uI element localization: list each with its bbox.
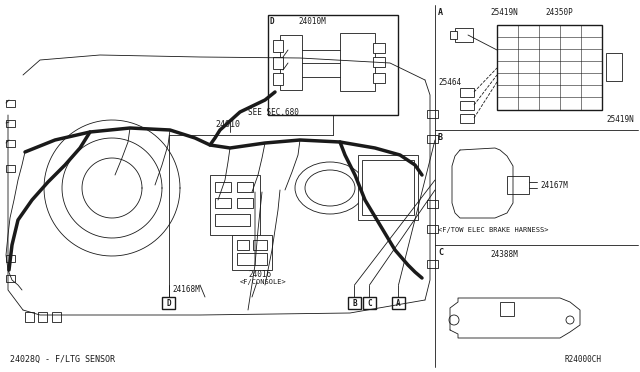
Bar xyxy=(497,25,602,110)
Text: 25464: 25464 xyxy=(438,78,461,87)
Bar xyxy=(237,253,267,265)
Bar xyxy=(280,35,302,90)
Bar xyxy=(460,101,474,110)
Bar xyxy=(427,225,438,233)
Text: SEE SEC.680: SEE SEC.680 xyxy=(248,108,299,117)
Text: C: C xyxy=(367,298,372,308)
Bar xyxy=(237,198,253,208)
Text: 25419N: 25419N xyxy=(606,115,634,124)
Text: 24388M: 24388M xyxy=(490,250,518,259)
Bar xyxy=(52,312,61,322)
Text: 24350P: 24350P xyxy=(545,8,573,17)
Bar xyxy=(25,312,34,322)
Bar xyxy=(450,31,457,39)
Bar xyxy=(363,297,376,309)
Text: A: A xyxy=(438,8,443,17)
Bar xyxy=(237,182,253,192)
Bar xyxy=(215,214,250,226)
Bar xyxy=(455,28,473,42)
Bar xyxy=(348,297,361,309)
Bar xyxy=(273,57,283,69)
Bar xyxy=(268,15,398,115)
Bar xyxy=(358,155,418,220)
Bar xyxy=(273,73,283,85)
Bar xyxy=(340,33,375,91)
Text: 24016: 24016 xyxy=(248,270,271,279)
Text: 25419N: 25419N xyxy=(490,8,518,17)
Bar xyxy=(215,182,231,192)
Bar xyxy=(273,40,283,52)
Bar xyxy=(392,297,405,309)
Bar xyxy=(427,200,438,208)
Bar xyxy=(253,240,267,250)
Text: 24010M: 24010M xyxy=(298,17,326,26)
Text: 24028Q - F/LTG SENSOR: 24028Q - F/LTG SENSOR xyxy=(10,355,115,364)
Text: 24167M: 24167M xyxy=(540,181,568,190)
Text: D: D xyxy=(166,298,171,308)
Bar xyxy=(6,140,15,147)
Text: 24168M: 24168M xyxy=(172,285,200,294)
Bar xyxy=(373,57,385,67)
Text: <F/TOW ELEC BRAKE HARNESS>: <F/TOW ELEC BRAKE HARNESS> xyxy=(438,227,548,233)
Bar xyxy=(237,240,249,250)
Bar xyxy=(6,120,15,127)
Text: D: D xyxy=(270,17,275,26)
Text: B: B xyxy=(352,298,357,308)
Bar xyxy=(362,160,414,215)
Text: C: C xyxy=(438,248,443,257)
Bar xyxy=(6,255,15,262)
Bar xyxy=(427,260,438,268)
Bar xyxy=(373,43,385,53)
Text: <F/CONSOLE>: <F/CONSOLE> xyxy=(240,279,287,285)
Bar xyxy=(460,114,474,123)
Bar xyxy=(507,176,529,194)
Text: 24010: 24010 xyxy=(215,120,240,129)
Bar xyxy=(38,312,47,322)
Bar xyxy=(6,165,15,172)
Bar xyxy=(210,175,260,235)
Bar xyxy=(373,73,385,83)
Bar xyxy=(162,297,175,309)
Bar xyxy=(606,53,622,81)
Text: A: A xyxy=(396,298,401,308)
Bar xyxy=(500,302,514,316)
Bar xyxy=(232,235,272,270)
Text: B: B xyxy=(438,133,443,142)
Bar xyxy=(215,198,231,208)
Bar xyxy=(427,110,438,118)
Bar xyxy=(427,135,438,143)
Bar xyxy=(6,275,15,282)
Text: R24000CH: R24000CH xyxy=(565,355,602,364)
Bar xyxy=(460,88,474,97)
Bar xyxy=(6,100,15,107)
